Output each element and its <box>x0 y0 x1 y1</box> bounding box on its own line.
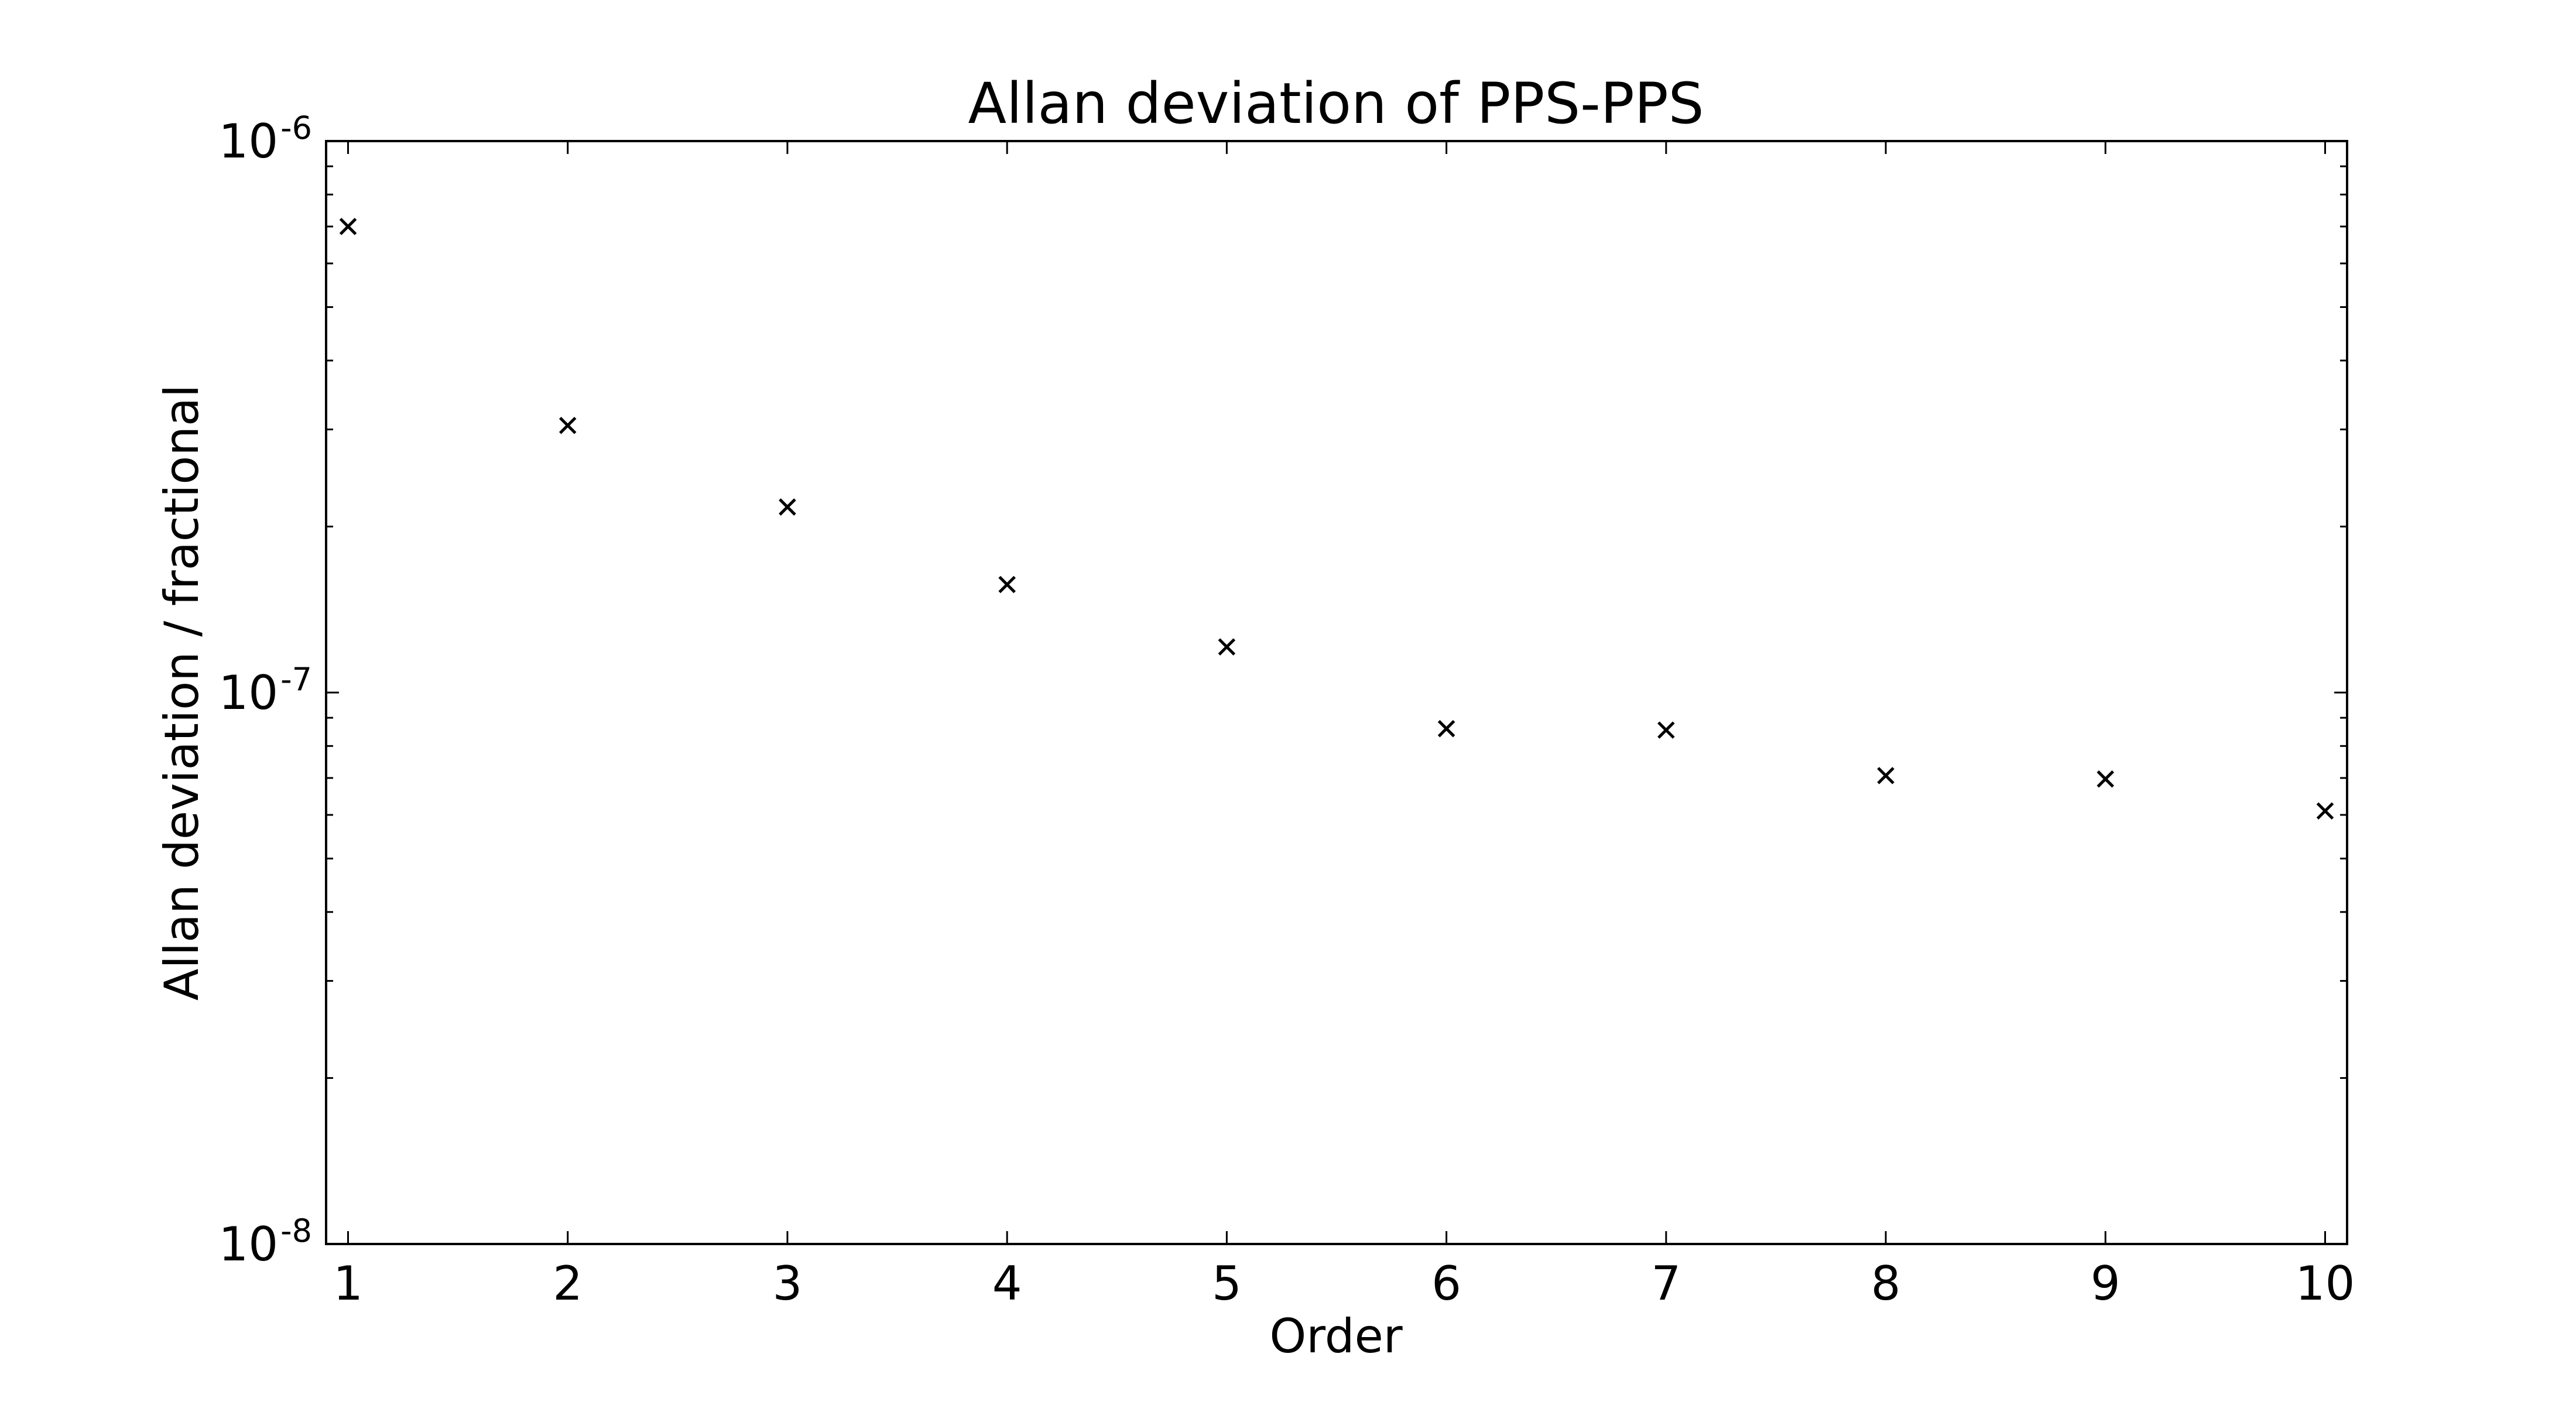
y-tick-exponent: -6 <box>280 109 312 146</box>
data-markers <box>339 218 2334 820</box>
data-point-marker <box>559 417 577 434</box>
x-tick-label: 10 <box>2296 1256 2355 1311</box>
x-tick-label: 9 <box>2091 1256 2121 1311</box>
x-tick-label: 1 <box>333 1256 363 1311</box>
y-tick-label: 10 <box>218 114 278 169</box>
y-axis-ticks: 10-810-710-6 <box>218 109 2347 1272</box>
data-point-marker <box>1218 638 1236 656</box>
y-tick-exponent: -8 <box>280 1212 312 1249</box>
data-point-marker <box>1657 721 1675 739</box>
y-tick-base: 10 <box>218 666 278 720</box>
data-point-marker <box>339 218 357 235</box>
data-point-marker <box>1877 767 1895 784</box>
chart-title: Allan deviation of PPS-PPS <box>968 71 1704 136</box>
x-tick-label: 5 <box>1212 1256 1242 1311</box>
x-axis-ticks: 1 2 3 4 5 6 7 8 9 10 <box>333 141 2355 1311</box>
data-point-marker <box>1437 719 1455 738</box>
y-tick-base: 10 <box>218 114 278 169</box>
data-point-marker <box>2316 802 2334 820</box>
y-tick-base: 10 <box>218 1217 278 1272</box>
x-tick-label: 7 <box>1651 1256 1681 1311</box>
x-axis-label: Order <box>1269 1309 1402 1363</box>
data-point-marker <box>779 498 796 516</box>
x-tick-label: 8 <box>1871 1256 1901 1311</box>
y-tick-label: 10 <box>218 1217 278 1272</box>
x-tick-label: 6 <box>1431 1256 1461 1311</box>
plot-area-frame <box>325 140 2348 1245</box>
x-tick-label: 3 <box>773 1256 803 1311</box>
data-point-marker <box>998 575 1016 594</box>
x-tick-label: 2 <box>553 1256 583 1311</box>
data-point-marker <box>2097 770 2115 788</box>
y-tick-label: 10 <box>218 666 278 720</box>
y-axis-label: Allan deviation / fractional <box>155 385 209 1001</box>
y-tick-exponent: -7 <box>280 661 312 698</box>
x-tick-label: 4 <box>992 1256 1022 1311</box>
